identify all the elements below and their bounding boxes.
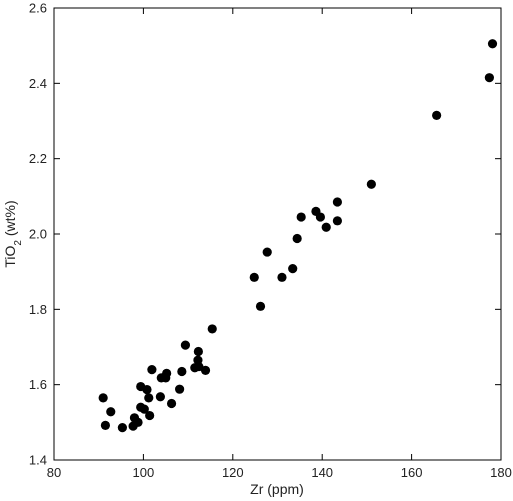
y-tick-label: 1.4 — [29, 453, 47, 468]
data-point — [321, 222, 331, 232]
data-point — [277, 272, 287, 282]
data-point — [193, 346, 203, 357]
data-point — [133, 417, 143, 427]
data-point — [366, 179, 376, 189]
data-point — [484, 73, 494, 83]
data-point — [255, 301, 266, 311]
data-point — [207, 324, 217, 334]
data-point — [177, 366, 187, 377]
y-axis-label: TiO2 (wt%) — [2, 200, 24, 267]
y-tick-label: 2.2 — [29, 151, 47, 166]
data-point — [117, 423, 127, 433]
x-axis-ticks: 80 100 120 140 160 180 — [47, 8, 512, 480]
data-point — [315, 212, 326, 222]
data-point — [180, 340, 191, 350]
y-tick-label: 2.4 — [29, 76, 47, 91]
data-point — [288, 264, 298, 274]
data-point — [249, 272, 259, 282]
data-point — [139, 404, 149, 414]
data-point — [296, 212, 306, 222]
data-points — [98, 39, 498, 433]
data-point — [166, 398, 177, 409]
data-point — [432, 110, 442, 120]
data-point — [200, 365, 211, 375]
data-point — [175, 384, 185, 394]
y-tick-label: 2.0 — [29, 227, 47, 242]
data-point — [262, 247, 272, 257]
y-tick-label: 2.6 — [29, 1, 47, 16]
data-point — [487, 39, 498, 49]
data-point — [194, 361, 204, 372]
data-point — [144, 393, 154, 403]
x-axis-label: Zr (ppm) — [250, 481, 304, 497]
data-point — [332, 216, 342, 226]
y-tick-label: 1.8 — [29, 302, 47, 317]
x-tick-label: 140 — [311, 465, 333, 480]
y-axis-ticks: 1.4 1.6 1.8 2.0 2.2 2.4 2.6 — [29, 1, 501, 468]
data-point — [98, 393, 108, 403]
data-point — [106, 407, 116, 417]
x-tick-label: 180 — [490, 465, 512, 480]
data-point — [155, 392, 165, 402]
data-point — [145, 410, 155, 421]
plot-frame — [53, 7, 502, 461]
data-point — [142, 384, 152, 395]
y-tick-label: 1.6 — [29, 377, 47, 392]
data-point — [100, 420, 111, 430]
data-point — [162, 368, 172, 378]
x-tick-label: 120 — [222, 465, 244, 480]
data-point — [292, 233, 302, 244]
x-tick-label: 80 — [47, 465, 61, 480]
x-tick-label: 160 — [401, 465, 423, 480]
data-point — [147, 365, 157, 375]
x-tick-label: 100 — [133, 465, 155, 480]
data-point — [332, 197, 342, 207]
